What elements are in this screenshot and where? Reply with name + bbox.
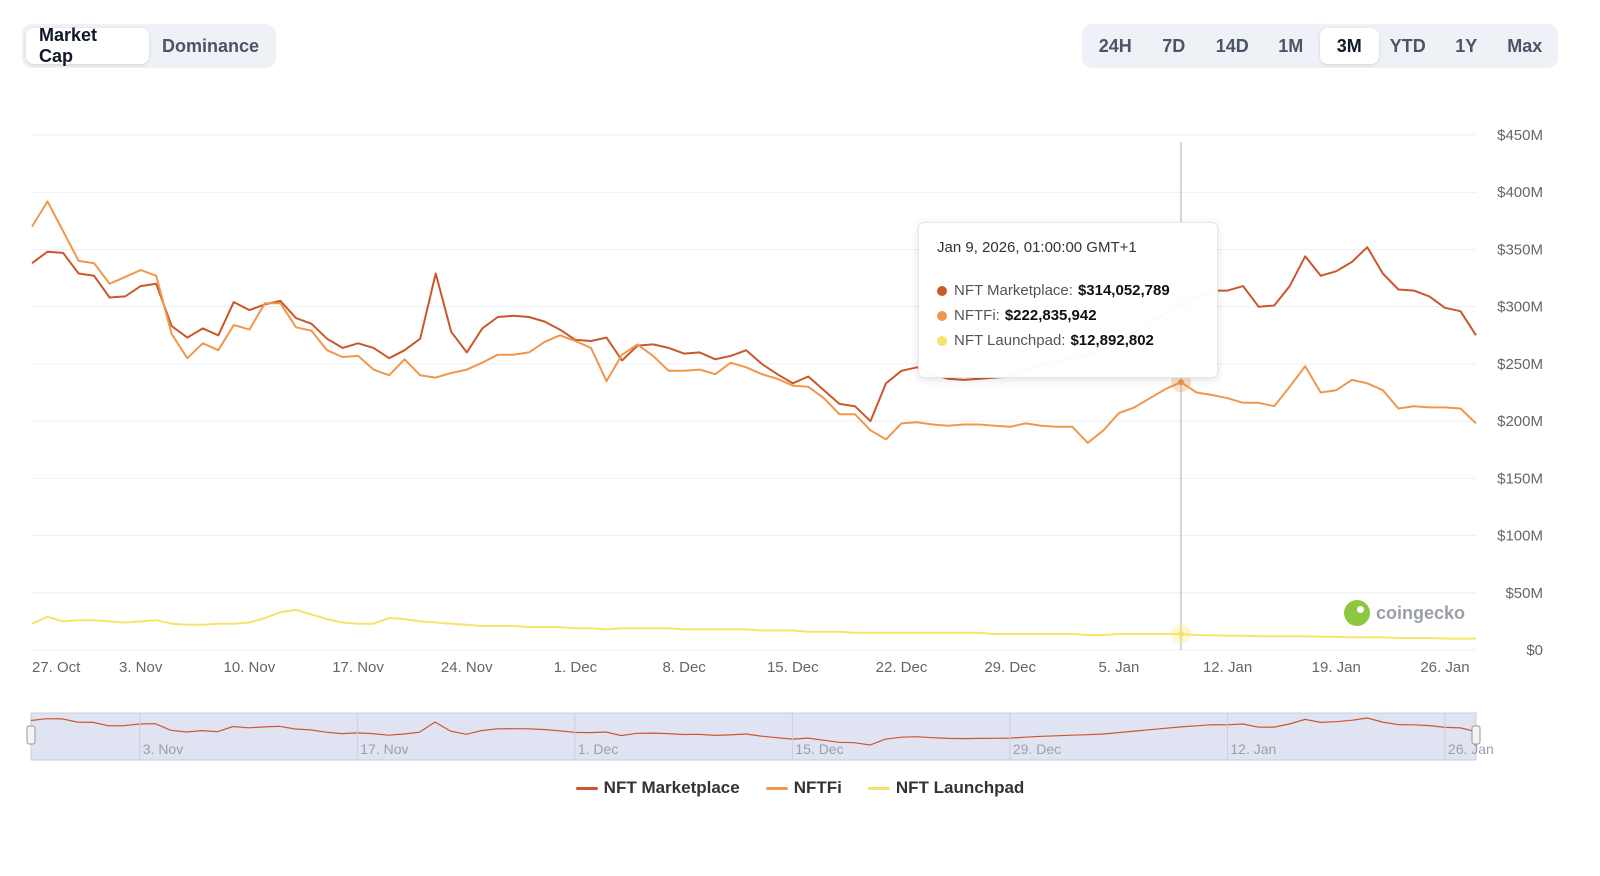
hover-point	[1177, 379, 1184, 386]
y-tick-label: $50M	[1505, 585, 1543, 602]
x-tick-label: 17. Nov	[332, 659, 384, 676]
range-max-tab[interactable]: Max	[1507, 35, 1543, 56]
x-tick-label: 12. Jan	[1203, 659, 1252, 676]
x-tick-label: 19. Jan	[1312, 659, 1361, 676]
range-7d-tab[interactable]: 7D	[1162, 35, 1186, 56]
y-tick-label: $300M	[1497, 299, 1543, 316]
range-ytd-tab[interactable]: YTD	[1389, 35, 1426, 56]
navigator-series-line	[30, 717, 1477, 746]
navigator-mask	[30, 712, 1477, 761]
x-tick-label: 26. Jan	[1420, 659, 1469, 676]
tooltip-row-marketplace: NFT Marketplace: $314,052,789	[937, 278, 1199, 303]
x-tick-label: 15. Dec	[767, 659, 819, 676]
navigator-tick-label: 17. Nov	[360, 741, 408, 757]
chart-legend: NFT Marketplace NFTFi NFT Launchpad	[0, 778, 1600, 798]
x-tick-label: 10. Nov	[224, 659, 276, 676]
legend-label: NFT Launchpad	[895, 778, 1025, 797]
marketplace-dot-icon	[937, 285, 947, 296]
x-tick-label: 27. Oct	[32, 659, 81, 676]
legend-line-icon	[575, 786, 598, 790]
tooltip-series-name: NFTFi:	[954, 307, 1000, 324]
tooltip-date: Jan 9, 2026, 01:00:00 GMT+1	[937, 239, 1137, 256]
tooltip-series-value: $222,835,942	[1004, 307, 1097, 324]
y-tick-label: $0	[1526, 642, 1543, 659]
market-cap-tab[interactable]: Market Cap	[26, 25, 149, 66]
y-tick-label: $400M	[1497, 184, 1543, 201]
hover-point	[1177, 630, 1184, 637]
tooltip-series-value: $12,892,802	[1070, 332, 1154, 349]
navigator-tick-label: 15. Dec	[795, 741, 843, 757]
range-3m-tab[interactable]: 3M	[1320, 28, 1379, 64]
y-tick-label: $350M	[1497, 241, 1543, 258]
nftfi-dot-icon	[937, 310, 947, 321]
x-tick-label: 3. Nov	[119, 659, 163, 676]
legend-line-icon	[765, 786, 788, 790]
navigator-tick-label: 3. Nov	[143, 741, 183, 757]
hover-tooltip: Jan 9, 2026, 01:00:00 GMT+1 NFT Marketpl…	[918, 222, 1218, 378]
tooltip-series-value: $314,052,789	[1077, 282, 1170, 299]
time-range-toggle: 24H 7D 14D 1M 3M YTD 1Y Max	[1082, 24, 1558, 68]
y-tick-label: $150M	[1497, 470, 1543, 487]
nftfi-line	[31, 200, 1477, 444]
range-24h-tab[interactable]: 24H	[1098, 35, 1132, 56]
watermark-text: coingecko	[1376, 602, 1466, 623]
navigator-tick-label: 1. Dec	[578, 741, 618, 757]
tooltip-row-launchpad: NFT Launchpad: $12,892,802	[937, 328, 1199, 353]
launchpad-dot-icon	[937, 335, 947, 346]
tooltip-series-name: NFT Launchpad:	[954, 332, 1066, 349]
range-14d-tab[interactable]: 14D	[1215, 35, 1249, 56]
x-tick-label: 8. Dec	[662, 659, 706, 676]
legend-item-marketplace[interactable]: NFT Marketplace	[575, 778, 740, 798]
y-tick-label: $250M	[1497, 356, 1543, 373]
metric-toggle: Market Cap Dominance	[22, 24, 276, 68]
tooltip-row-nftfi: NFTFi: $222,835,942	[937, 303, 1199, 328]
legend-line-icon	[867, 786, 890, 790]
x-tick-label: 29. Dec	[984, 659, 1036, 676]
marketplace-line	[31, 246, 1477, 423]
navigator-left-handle[interactable]	[26, 725, 36, 745]
navigator-tick-label: 26. Jan	[1448, 741, 1494, 757]
range-1y-tab[interactable]: 1Y	[1455, 35, 1478, 56]
legend-item-launchpad[interactable]: NFT Launchpad	[867, 778, 1025, 798]
x-tick-label: 5. Jan	[1098, 659, 1139, 676]
navigator-tick-label: 12. Jan	[1230, 741, 1276, 757]
range-1m-tab[interactable]: 1M	[1278, 35, 1304, 56]
x-tick-label: 24. Nov	[441, 659, 493, 676]
y-tick-label: $450M	[1497, 127, 1543, 144]
y-tick-label: $100M	[1497, 528, 1543, 545]
navigator-right-handle[interactable]	[1471, 725, 1481, 745]
coingecko-logo-icon	[1344, 600, 1370, 626]
x-tick-label: 1. Dec	[554, 659, 598, 676]
coingecko-watermark: coingecko	[1344, 600, 1465, 626]
legend-label: NFT Marketplace	[603, 778, 740, 797]
tooltip-series-name: NFT Marketplace:	[954, 282, 1073, 299]
dominance-tab[interactable]: Dominance	[161, 35, 259, 56]
navigator-tick-label: 29. Dec	[1013, 741, 1061, 757]
legend-item-nftfi[interactable]: NFTFi	[765, 778, 842, 798]
launchpad-line	[31, 608, 1476, 640]
x-tick-label: 22. Dec	[876, 659, 928, 676]
legend-label: NFTFi	[793, 778, 842, 797]
y-tick-label: $200M	[1497, 413, 1543, 430]
